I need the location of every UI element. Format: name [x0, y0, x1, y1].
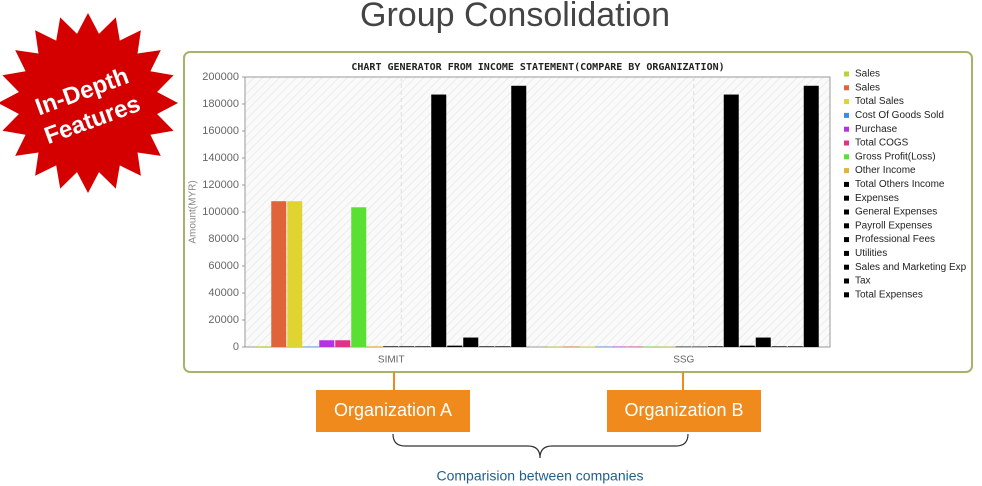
legend-label: Sales: [855, 69, 880, 80]
bar: [367, 346, 383, 347]
y-tick-label: 20000: [208, 314, 239, 326]
bar: [511, 85, 527, 348]
bar: [495, 346, 511, 347]
bar: [595, 346, 611, 348]
callout: Organization B: [624, 400, 743, 420]
legend-swatch: [844, 223, 849, 229]
badge-text: In-Depth Features: [32, 63, 144, 150]
bar: [415, 346, 431, 347]
legend-label: Total COGS: [855, 138, 909, 149]
legend-swatch: [844, 168, 849, 174]
legend-swatch: [844, 278, 849, 284]
legend-swatch: [844, 85, 849, 91]
bar: [739, 345, 755, 347]
bar: [579, 346, 595, 348]
x-tick-label: SSG: [673, 355, 694, 366]
legend-label: Expenses: [855, 193, 899, 204]
legend-swatch: [844, 195, 849, 201]
y-tick-label: 180000: [202, 98, 239, 110]
legend-swatch: [844, 209, 849, 215]
legend-swatch: [844, 250, 849, 256]
bar: [691, 346, 707, 348]
plot-area: [244, 76, 831, 348]
legend-swatch: [844, 126, 849, 132]
bar: [803, 85, 819, 348]
bar: [255, 346, 271, 347]
y-tick-label: 100000: [202, 206, 239, 218]
legend-label: Tax: [855, 276, 871, 287]
legend-swatch: [844, 140, 849, 146]
legend-swatch: [844, 154, 849, 160]
bar: [479, 346, 495, 347]
bar: [271, 201, 287, 347]
y-tick-label: 120000: [202, 179, 239, 191]
brace: [392, 433, 689, 459]
callout-box: [316, 390, 470, 432]
starburst: [0, 13, 178, 193]
legend-label: Total Sales: [855, 96, 904, 107]
legend-label: Professional Fees: [855, 234, 935, 245]
bar: [723, 94, 739, 347]
bar: [707, 346, 723, 347]
badge: [0, 13, 178, 193]
bar: [303, 346, 319, 348]
bar: [399, 346, 415, 347]
legend-label: Total Others Income: [855, 179, 945, 190]
bar: [547, 346, 563, 348]
bar: [643, 346, 659, 348]
legend-label: General Expenses: [855, 207, 937, 218]
bar: [675, 346, 691, 348]
bar: [627, 346, 643, 348]
chart-title: CHART GENERATOR FROM INCOME STATEMENT(CO…: [351, 62, 724, 73]
bar: [787, 346, 803, 347]
legend-label: Sales: [855, 82, 880, 93]
legend-label: Total Expenses: [855, 289, 923, 300]
legend-label: Cost Of Goods Sold: [855, 110, 944, 121]
legend-swatch: [844, 112, 849, 118]
y-tick-label: 80000: [208, 233, 239, 245]
legend-label: Utilities: [855, 248, 887, 259]
legend-swatch: [844, 292, 849, 298]
bar: [383, 346, 399, 347]
y-tick-label: 0: [233, 341, 239, 353]
legend-label: Payroll Expenses: [855, 220, 932, 231]
legend-label: Purchase: [855, 124, 898, 135]
bar: [611, 346, 627, 348]
bar: [755, 337, 771, 347]
y-tick-label: 160000: [202, 125, 239, 137]
bar: [463, 337, 479, 347]
legend-swatch: [844, 99, 849, 105]
caption: Comparision between companies: [437, 468, 644, 484]
legend-label: Sales and Marketing Exp: [855, 262, 967, 273]
bar: [659, 346, 675, 348]
bar: [351, 207, 367, 347]
legend-label: Other Income: [855, 165, 916, 176]
bar: [335, 340, 351, 347]
page-title: Group Consolidation: [360, 0, 670, 34]
callout: Organization A: [334, 400, 452, 420]
y-axis-label: Amount(MYR): [188, 180, 199, 243]
x-tick-label: SIMIT: [378, 355, 405, 366]
legend-swatch: [844, 237, 849, 243]
bar: [771, 346, 787, 347]
y-tick-label: 140000: [202, 152, 239, 164]
legend-label: Gross Profit(Loss): [855, 151, 936, 162]
bar: [287, 201, 303, 347]
y-tick-label: 40000: [208, 287, 239, 299]
callout-box: [607, 390, 761, 432]
bar: [319, 340, 335, 347]
y-tick-label: 60000: [208, 260, 239, 272]
legend-swatch: [844, 71, 849, 77]
bar: [431, 94, 447, 347]
legend-swatch: [844, 181, 849, 187]
y-tick-label: 200000: [202, 71, 239, 83]
bar: [447, 345, 463, 347]
bar: [563, 346, 579, 348]
legend-swatch: [844, 264, 849, 270]
